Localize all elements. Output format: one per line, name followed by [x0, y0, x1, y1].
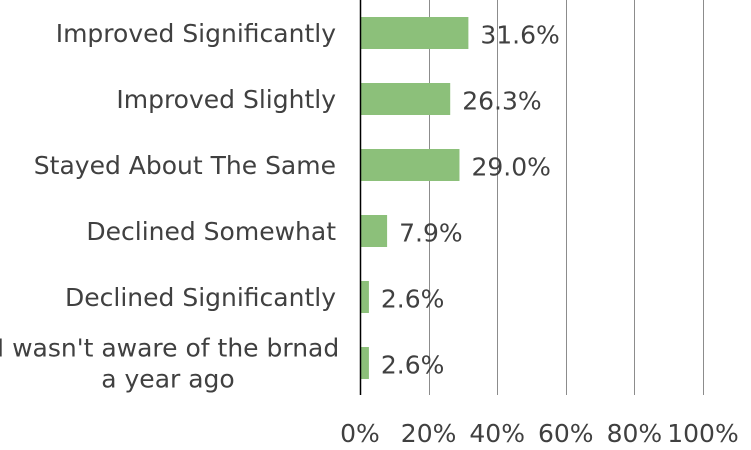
bar-4 — [360, 281, 369, 313]
category-label-4: Declined Significantly — [65, 283, 336, 312]
category-label-2: Stayed About The Same — [34, 151, 336, 180]
x-tick-label-20: 20% — [401, 419, 457, 448]
category-labels: Improved Significantly Improved Slightly S… — [0, 19, 339, 394]
category-label-0: Improved Significantly — [56, 19, 336, 48]
data-label-5: 2.6% — [381, 351, 445, 380]
bar-5 — [360, 347, 369, 379]
bars — [360, 17, 469, 379]
data-label-4: 2.6% — [381, 285, 445, 314]
x-tick-label-60: 60% — [538, 419, 594, 448]
category-label-1: Improved Slightly — [116, 85, 336, 114]
data-label-1: 26.3% — [462, 87, 541, 116]
x-tick-label-0: 0% — [340, 419, 380, 448]
x-tick-label-100: 100% — [667, 419, 738, 448]
data-label-0: 31.6% — [480, 21, 559, 50]
bar-1 — [360, 83, 451, 115]
data-labels: 31.6% 26.3% 29.0% 7.9% 2.6% 2.6% — [381, 21, 560, 380]
x-tick-labels: 0% 20% 40% 60% 80% 100% — [340, 419, 739, 448]
bar-2 — [360, 149, 460, 181]
category-label-3: Declined Somewhat — [86, 217, 336, 246]
category-label-5: I wasn't aware of the brnad a year ago — [0, 333, 339, 393]
gridlines — [429, 0, 704, 395]
data-label-2: 29.0% — [471, 153, 550, 182]
x-tick-label-40: 40% — [469, 419, 525, 448]
bar-0 — [360, 17, 469, 49]
data-label-3: 7.9% — [399, 219, 463, 248]
bar-3 — [360, 215, 388, 247]
x-tick-label-80: 80% — [607, 419, 663, 448]
